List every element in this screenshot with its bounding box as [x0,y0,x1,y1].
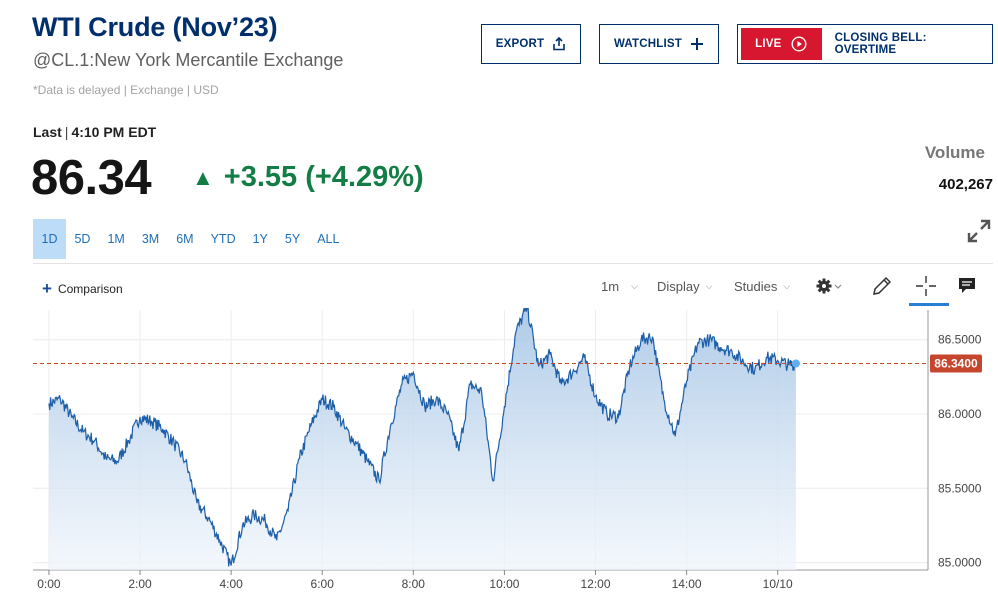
x-tick-label: 10:00 [489,577,519,591]
volume-value: 402,267 [938,176,993,193]
plus-icon: + [42,279,52,298]
add-to-watchlist-button[interactable]: WATCHLIST [599,24,719,64]
play-circle-icon [791,36,807,52]
price-change: ▲ +3.55 (+4.29%) [192,161,424,194]
export-label: EXPORT [495,38,545,50]
volume-label: Volume [924,143,985,162]
watchlist-label: WATCHLIST [613,38,683,50]
add-comparison-button[interactable]: + Comparison [42,279,123,298]
data-delay-note: *Data is delayed | Exchange | USD [33,83,219,97]
chevron-down-icon: ⌵ [783,281,791,291]
up-arrow-icon: ▲ [192,164,214,190]
range-tab-3m[interactable]: 3M [141,232,160,246]
export-button[interactable]: EXPORT [481,24,581,64]
pencil-icon [873,276,892,295]
last-trade-label: Last | 4:10 PM EDT [33,124,157,140]
range-tab-1m[interactable]: 1M [107,232,125,246]
active-tool-indicator [909,303,949,306]
gear-icon [816,278,842,294]
exchange-subtitle: @CL.1:New York Mercantile Exchange [33,50,344,70]
display-label: Display [657,279,700,294]
crosshair-button[interactable] [914,274,942,300]
last-trade-time: 4:10 PM EDT [71,124,157,140]
draw-tool-button[interactable] [870,274,898,300]
last-price-tag-label: 86.3400 [934,356,978,370]
range-tab-all[interactable]: ALL [317,232,340,246]
x-tick-label: 6:00 [311,577,335,591]
y-tick-label: 85.5000 [938,481,982,495]
live-tv-button[interactable]: LIVE CLOSING BELL: OVERTIME [737,24,993,64]
last-price-tag [930,354,982,373]
x-tick-label: 10/10 [763,577,793,591]
range-tab-1d[interactable]: 1D [33,219,66,259]
range-tab-6m[interactable]: 6M [176,232,194,246]
interval-value: 1m [601,279,620,294]
x-tick-label: 0:00 [37,577,61,591]
plus-icon [691,38,704,50]
range-tab-5y[interactable]: 5Y [284,232,301,246]
range-tab-ytd[interactable]: YTD [210,232,236,246]
last-point-marker [791,359,800,368]
range-tab-1y[interactable]: 1Y [252,232,268,246]
x-tick-label: 4:00 [219,577,243,591]
y-tick-label: 86.0000 [938,407,982,421]
comment-icon [959,278,975,293]
x-tick-label: 12:00 [580,577,610,591]
x-tick-label: 14:00 [672,577,702,591]
interval-dropdown[interactable]: 1m ⌵ [601,279,638,294]
x-tick-label: 8:00 [402,577,426,591]
chevron-down-icon: ⌵ [705,281,713,291]
live-program-name: CLOSING BELL: OVERTIME [834,32,927,56]
annotation-button[interactable] [955,274,983,300]
live-label: LIVE [755,38,782,50]
y-tick-label: 86.5000 [938,333,982,347]
time-range-tabs: 1D 5D 1M 3M 6M YTD 1Y 5Y ALL [33,219,348,259]
studies-dropdown[interactable]: Studies ⌵ [734,279,790,294]
instrument-title: WTI Crude (Nov’23) [32,12,278,42]
range-tab-5d[interactable]: 5D [74,232,91,246]
settings-button[interactable] [814,274,842,300]
section-divider [33,263,993,264]
price-change-value: +3.55 (+4.29%) [223,161,424,193]
last-price: 86.34 [31,151,152,205]
chevron-down-icon: ⌵ [631,281,638,291]
comparison-label: Comparison [57,282,123,296]
last-label-text: Last [33,124,62,140]
y-tick-label: 85.0000 [938,556,982,570]
display-dropdown[interactable]: Display ⌵ [657,279,712,294]
live-badge: LIVE [741,28,822,60]
studies-label: Studies [734,279,778,294]
x-tick-label: 2:00 [128,577,152,591]
expand-icon[interactable] [966,218,992,244]
share-icon [553,37,566,51]
price-chart[interactable]: 86.3400 85.0000 85.5000 86.0000 86.5000 0:0… [0,308,998,600]
price-series-line [48,308,797,567]
crosshair-icon [916,276,936,296]
price-area-fill [48,308,796,570]
